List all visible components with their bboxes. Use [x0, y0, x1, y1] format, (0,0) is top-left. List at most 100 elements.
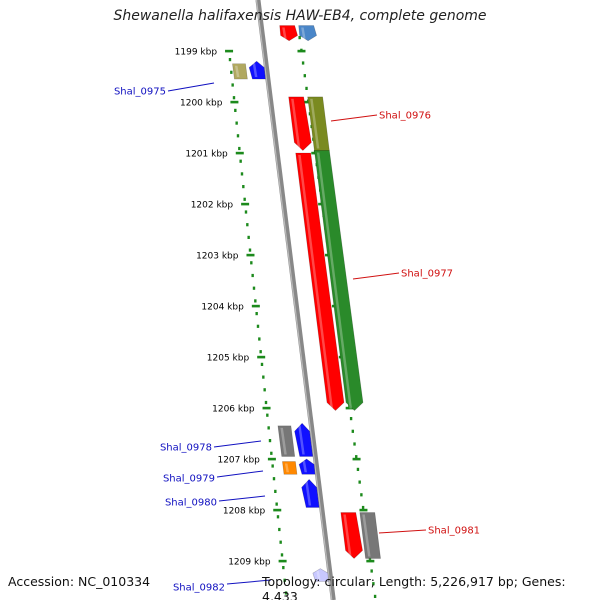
gene-label-shal-0977: Shal_0977	[401, 269, 453, 280]
genome-title: Shewanella halifaxensis HAW-EB4, complet…	[113, 8, 487, 24]
scale-dot	[264, 400, 268, 405]
scale-dot	[372, 582, 375, 586]
scale-dot	[240, 172, 244, 176]
tick-label: 1206 kbp	[212, 405, 255, 415]
tick-mark-left	[225, 49, 234, 53]
feature-khaki-0975-sheen	[234, 65, 240, 78]
feature-blue-0979-sheen	[302, 461, 308, 473]
gene-label-leader	[213, 440, 262, 448]
scale-dot	[250, 261, 253, 265]
gene-label-leader	[218, 495, 266, 502]
scale-dot	[259, 350, 262, 354]
gene-labels: Shal_0975 Shal_0976 Shal_0977 Shal_0978 Shal…	[114, 82, 480, 594]
gene-label-shal-0975: Shal_0975	[114, 87, 166, 98]
scale-dot	[356, 467, 360, 471]
scale-dot	[270, 451, 273, 455]
feature-gray-0978	[277, 425, 296, 457]
feature-red-top-sheen	[282, 27, 287, 39]
gene-features	[232, 25, 381, 582]
feature-khaki-0975	[232, 63, 248, 80]
feature-gray-0981-sheen	[362, 514, 371, 557]
feature-red-0981-sheen	[343, 514, 352, 557]
scale-dot	[305, 86, 308, 90]
gene-label-leader	[216, 470, 264, 478]
scale-dot	[283, 578, 286, 582]
gene-label-leader	[226, 579, 272, 585]
feature-orange-0979	[282, 461, 298, 475]
feature-blue-0978	[294, 422, 314, 457]
scale-rail-left	[228, 58, 288, 595]
gene-label-shal-0978: Shal_0978	[160, 443, 212, 454]
scale-dot	[235, 121, 238, 125]
tick-mark-left	[251, 304, 260, 308]
tick-label: 1207 kbp	[217, 456, 260, 466]
scale-dot	[244, 210, 248, 214]
feature-blue-0979	[298, 458, 316, 475]
scale-dot	[370, 569, 373, 573]
scale-dot	[262, 375, 265, 379]
feature-blue-0975	[248, 60, 266, 80]
scale-dot	[255, 312, 258, 316]
feature-green-0977	[314, 150, 364, 411]
feature-steelblue-top-sheen	[301, 27, 306, 39]
gene-label-shal-0979: Shal_0979	[163, 474, 215, 485]
scale-dot	[282, 566, 285, 570]
feature-gray-0981	[359, 512, 381, 559]
scale-dot	[355, 455, 358, 459]
scale-dot	[271, 464, 274, 468]
tick-label: 1205 kbp	[207, 354, 250, 364]
tick-label: 1209 kbp	[228, 558, 271, 568]
tick-mark-left	[257, 355, 266, 359]
scale-dot	[239, 159, 242, 163]
scale-dot	[252, 286, 256, 290]
feature-red-0977	[295, 152, 345, 411]
scale-dot	[361, 505, 365, 510]
genome-backbone	[255, 0, 336, 600]
tick-label: 1201 kbp	[185, 150, 228, 160]
accession-text: Accession: NC_010334	[8, 574, 151, 589]
feature-red-0976	[288, 96, 312, 151]
tick-label: 1204 kbp	[201, 303, 244, 313]
tick-mark-right	[366, 559, 375, 563]
tick-mark-left	[267, 457, 276, 461]
scale-dot	[248, 248, 252, 252]
scale-dot	[272, 477, 276, 481]
scale-dot	[276, 515, 280, 519]
scale-dot	[274, 489, 277, 493]
scale-dot	[284, 591, 288, 595]
gene-label-leader	[167, 82, 215, 92]
feature-gray-0978-sheen	[280, 427, 287, 455]
scale-dot	[254, 299, 257, 303]
scale-dot	[353, 442, 356, 446]
gene-label-leader	[330, 114, 378, 122]
feature-red-0977-sheen	[298, 155, 334, 409]
scale-dot	[268, 439, 272, 443]
scale-dot	[246, 223, 249, 227]
tick-mark-left	[273, 508, 282, 512]
scale-dot	[267, 426, 270, 430]
gene-label-leader	[352, 272, 400, 280]
scale-dot	[243, 197, 246, 201]
feature-olive-0976-sheen	[310, 98, 320, 149]
feature-green-0977-sheen	[316, 152, 353, 409]
gene-label-shal-0981: Shal_0981	[428, 526, 480, 537]
feature-steelblue-top	[298, 25, 317, 42]
scale-dot	[263, 388, 266, 392]
gene-label-shal-0982: Shal_0982	[173, 583, 225, 594]
scale-dot	[360, 493, 363, 497]
scale-dot	[242, 185, 245, 189]
tick-label: 1200 kbp	[180, 99, 223, 109]
scale-dot	[266, 413, 269, 417]
scale-dot	[349, 417, 353, 421]
scale-dot	[251, 273, 254, 278]
scale-dot	[275, 502, 278, 506]
scale-dot	[278, 527, 281, 532]
scale-dot	[373, 594, 377, 598]
tick-mark-left	[230, 100, 239, 104]
tick-label: 1199 kbp	[175, 48, 218, 58]
feature-blue-0980-sheen	[305, 481, 312, 506]
feature-red-0981	[340, 512, 363, 559]
scale-dot	[230, 70, 233, 74]
feature-blue-0978-sheen	[298, 425, 305, 455]
